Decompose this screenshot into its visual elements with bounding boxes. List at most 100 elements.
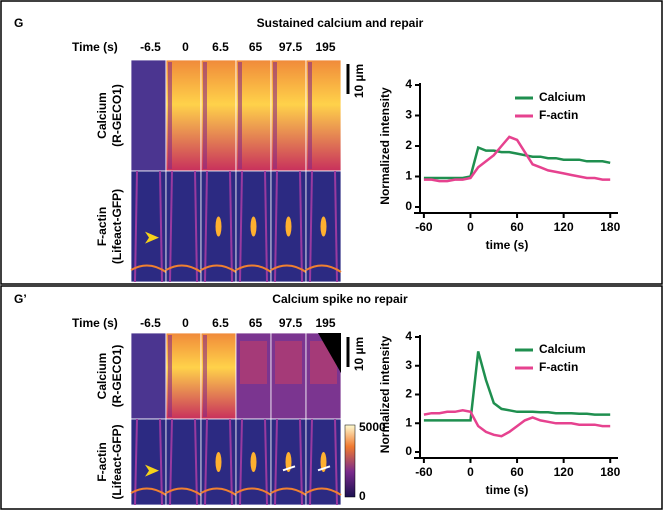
panel-label: G bbox=[14, 16, 23, 30]
calcium-image bbox=[130, 59, 167, 172]
y-tick-label: 4 bbox=[405, 77, 412, 91]
actin-border bbox=[200, 264, 237, 273]
actin-border bbox=[194, 418, 198, 506]
x-axis-label: time (s) bbox=[486, 238, 529, 252]
x-tick-label: 180 bbox=[600, 220, 620, 234]
actin-border bbox=[235, 487, 272, 496]
actin-border bbox=[159, 418, 163, 506]
actin-border bbox=[305, 264, 342, 273]
actin-border bbox=[264, 418, 268, 506]
y-axis-label: Normalized intensity bbox=[378, 335, 392, 453]
x-tick-label: 120 bbox=[554, 465, 574, 479]
actin-border bbox=[229, 170, 233, 283]
series-line bbox=[423, 135, 611, 183]
actin-border bbox=[194, 170, 198, 283]
actin-border bbox=[334, 418, 338, 506]
time-label: Time (s) bbox=[72, 316, 118, 330]
cut-corner bbox=[318, 333, 341, 373]
y-tick-label: 3 bbox=[405, 358, 412, 372]
y-tick-label: 4 bbox=[405, 329, 412, 343]
actin-border bbox=[334, 170, 338, 283]
calcium-spot bbox=[240, 341, 267, 384]
y-tick-label: 1 bbox=[405, 415, 412, 429]
time-value: 6.5 bbox=[212, 316, 229, 330]
actin-border bbox=[264, 170, 268, 283]
row-label: Calcium bbox=[95, 92, 109, 139]
legend-label: F-actin bbox=[539, 360, 578, 374]
time-value: 0 bbox=[182, 316, 189, 330]
actin-border bbox=[165, 487, 202, 496]
row-label: F-actin bbox=[95, 207, 109, 246]
y-tick-label: 2 bbox=[405, 138, 412, 152]
x-tick-label: 120 bbox=[554, 220, 574, 234]
calcium-edge bbox=[238, 62, 242, 169]
actin-border bbox=[239, 170, 243, 283]
arrowhead bbox=[145, 464, 159, 477]
panel-label: G’ bbox=[14, 292, 27, 306]
calcium-edge bbox=[308, 62, 312, 169]
time-value: 65 bbox=[249, 40, 263, 54]
y-axis-label: Normalized intensity bbox=[378, 87, 392, 205]
time-value: 6.5 bbox=[212, 40, 229, 54]
time-value: 195 bbox=[315, 316, 335, 330]
actin-border bbox=[165, 264, 202, 273]
actin-border bbox=[134, 170, 138, 283]
colorbar-label: 0 bbox=[359, 489, 366, 503]
actin-border bbox=[309, 170, 313, 283]
panel-title: Sustained calcium and repair bbox=[257, 16, 424, 30]
row-label: (Lifeact-GFP) bbox=[110, 189, 124, 264]
time-value: -6.5 bbox=[140, 316, 161, 330]
actin-border bbox=[229, 418, 233, 506]
calcium-edge bbox=[273, 62, 277, 169]
panel-border bbox=[0, 285, 663, 510]
actin-border bbox=[130, 487, 167, 496]
y-tick-label: 2 bbox=[405, 387, 412, 401]
row-label: (R-GECO1) bbox=[110, 84, 124, 147]
actin-wound bbox=[215, 452, 222, 472]
calcium-edge bbox=[168, 335, 172, 417]
legend-label: F-actin bbox=[539, 108, 578, 122]
time-value: 195 bbox=[315, 40, 335, 54]
x-tick-label: 180 bbox=[600, 465, 620, 479]
actin-border bbox=[270, 487, 307, 496]
time-value: -6.5 bbox=[140, 40, 161, 54]
x-tick-label: -60 bbox=[415, 465, 433, 479]
arrowhead bbox=[145, 231, 159, 244]
row-label: (Lifeact-GFP) bbox=[110, 424, 124, 499]
calcium-image bbox=[130, 332, 167, 420]
actin-border bbox=[274, 170, 278, 283]
calcium-spot bbox=[275, 341, 302, 384]
legend-label: Calcium bbox=[539, 90, 586, 104]
calcium-edge bbox=[168, 62, 172, 169]
actin-wound bbox=[285, 216, 292, 237]
time-value: 97.5 bbox=[279, 40, 303, 54]
actin-border bbox=[270, 264, 307, 273]
actin-border bbox=[299, 418, 303, 506]
panel-title: Calcium spike no repair bbox=[272, 292, 408, 306]
time-label: Time (s) bbox=[72, 40, 118, 54]
legend-label: Calcium bbox=[539, 342, 586, 356]
row-label: F-actin bbox=[95, 442, 109, 481]
actin-border bbox=[235, 264, 272, 273]
arrow bbox=[282, 465, 296, 472]
actin-wound bbox=[250, 216, 257, 237]
actin-border bbox=[169, 170, 173, 283]
row-label: Calcium bbox=[95, 353, 109, 400]
arrow bbox=[317, 465, 331, 472]
x-tick-label: 60 bbox=[510, 465, 524, 479]
x-tick-label: 0 bbox=[467, 465, 474, 479]
x-tick-label: -60 bbox=[415, 220, 433, 234]
time-value: 97.5 bbox=[279, 316, 303, 330]
time-value: 0 bbox=[182, 40, 189, 54]
calcium-edge bbox=[203, 62, 207, 169]
actin-wound bbox=[215, 216, 222, 237]
actin-border bbox=[130, 264, 167, 273]
row-label: (R-GECO1) bbox=[110, 345, 124, 408]
actin-wound bbox=[250, 452, 257, 472]
scale-bar-label: 10 µm bbox=[352, 337, 366, 371]
actin-border bbox=[200, 487, 237, 496]
x-axis-label: time (s) bbox=[486, 483, 529, 497]
y-tick-label: 1 bbox=[405, 169, 412, 183]
series-line bbox=[423, 351, 611, 422]
